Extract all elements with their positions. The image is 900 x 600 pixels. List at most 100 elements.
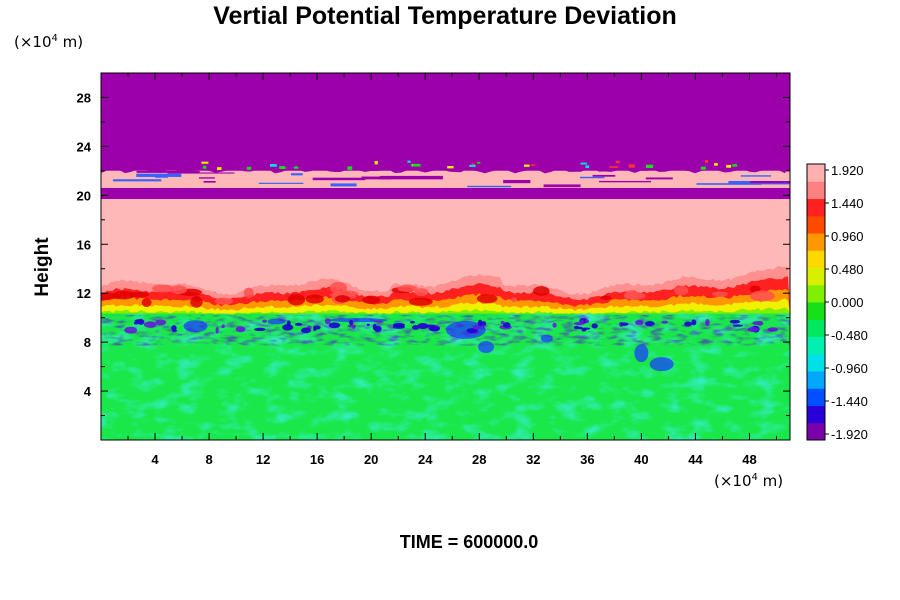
streak	[579, 176, 605, 179]
x-axis-unit: (×104 m)	[714, 472, 783, 490]
x-tick-label: 24	[418, 452, 433, 467]
red-blotch	[414, 288, 429, 297]
x-axis-ticks: 4 8 12 16 20 24 28 32 36 40 44 48	[127, 73, 777, 467]
red-blotch	[397, 284, 418, 292]
colorbar-tick-label: -0.480	[831, 328, 868, 343]
colorbar-tick-label: 0.960	[831, 229, 864, 244]
plot-frame	[100, 72, 791, 441]
boundary-speck	[615, 160, 620, 164]
red-blotch	[287, 293, 306, 306]
boundary-speck	[201, 161, 209, 164]
x-unit-exponent: 4	[751, 472, 758, 483]
red-blotch	[329, 281, 348, 294]
boundary-speck	[374, 160, 378, 165]
red-blotch	[101, 292, 118, 301]
colorbar-swatch	[807, 319, 825, 337]
streak	[312, 177, 366, 181]
streak	[503, 179, 531, 184]
boundary-speck	[293, 166, 299, 169]
red-blotch	[152, 284, 174, 293]
colorbar-tick-label: 1.920	[831, 163, 864, 178]
chart-title: Vertial Potential Temperature Deviation	[213, 2, 677, 30]
x-unit-suffix: m)	[757, 472, 784, 490]
streak	[592, 174, 616, 177]
boundary-speck	[645, 164, 654, 169]
boundary-speck	[270, 164, 277, 167]
boundary-speck	[279, 166, 286, 169]
layer-top	[101, 73, 790, 171]
streak	[198, 177, 215, 179]
x-tick-label: 36	[580, 452, 594, 467]
colorbar-tick-label: -0.960	[831, 361, 868, 376]
red-blotch	[408, 297, 433, 306]
y-tick-label: 12	[77, 286, 91, 301]
x-tick-label: 28	[472, 452, 486, 467]
colorbar-swatch	[807, 302, 825, 320]
x-tick-label: 32	[526, 452, 540, 467]
streak	[750, 181, 790, 184]
boundary-speck	[580, 162, 588, 165]
y-tick-label: 20	[77, 188, 91, 203]
streak	[258, 182, 304, 184]
colorbar-tick-label: -1.920	[831, 427, 868, 442]
red-blotch	[533, 286, 550, 296]
y-unit-suffix: m)	[57, 33, 84, 51]
boundary-speck	[530, 164, 536, 166]
transition-yellow	[101, 298, 790, 314]
red-blotch	[190, 296, 203, 308]
blue-texture	[101, 315, 790, 346]
boundary-speck	[628, 164, 635, 168]
colorbar-swatch	[807, 353, 825, 372]
y-tick-label: 24	[77, 139, 92, 154]
streak	[113, 179, 162, 182]
red-blotch	[305, 294, 324, 304]
boundary-speck	[476, 162, 481, 164]
red-blotch	[362, 295, 381, 305]
streak	[361, 176, 391, 180]
boundary-speck	[412, 163, 421, 167]
colorbar-swatch	[807, 388, 825, 406]
red-blotch	[243, 287, 254, 299]
red-blotch	[623, 292, 646, 300]
red-blotch	[712, 291, 728, 297]
colorbar-swatch	[807, 371, 825, 389]
x-tick-label: 16	[310, 452, 324, 467]
streak	[136, 170, 200, 173]
red-blotch	[141, 298, 152, 307]
red-blotch	[476, 293, 498, 304]
colorbar-swatch	[807, 215, 825, 234]
red-blotch	[600, 295, 612, 300]
y-tick-label: 8	[84, 335, 91, 350]
boundary-speck	[704, 159, 709, 163]
red-blotch	[214, 297, 233, 305]
time-label: TIME = 600000.0	[399, 532, 539, 552]
boundary-speck	[471, 163, 475, 166]
colorbar-swatch	[807, 181, 825, 199]
colorbar-tick-label: 0.000	[831, 295, 864, 310]
boundary-speck	[609, 166, 619, 168]
y-axis-unit: (×104 m)	[14, 33, 83, 51]
y-tick-label: 16	[77, 237, 91, 252]
colorbar-swatch	[807, 284, 825, 303]
x-tick-label: 20	[364, 452, 378, 467]
colorbar-tick-label: 1.440	[831, 196, 864, 211]
colorbar-tick-label: 0.480	[831, 262, 864, 277]
boundary-speck	[732, 164, 738, 167]
colorbar-swatch	[807, 267, 825, 286]
colorbar-swatch	[807, 250, 825, 268]
boundary-speck	[714, 163, 718, 166]
transition-lime	[101, 307, 790, 316]
streak	[740, 175, 772, 177]
red-blotch	[170, 285, 188, 295]
colorbar: 1.920 1.440 0.960 0.480 0.000 -0.480 -0.960 -1.…	[806, 163, 868, 442]
x-tick-label: 8	[205, 452, 212, 467]
red-blotch	[749, 290, 775, 302]
colorbar-swatch	[807, 164, 825, 182]
colorbar-swatch	[807, 422, 825, 441]
purple-band	[101, 187, 790, 200]
red-blotch	[112, 290, 135, 300]
colorbar-swatch	[807, 405, 825, 424]
boundary-speck	[524, 164, 530, 167]
colorbar-tick-label: -1.440	[831, 394, 868, 409]
colorbar-swatch	[807, 336, 825, 355]
